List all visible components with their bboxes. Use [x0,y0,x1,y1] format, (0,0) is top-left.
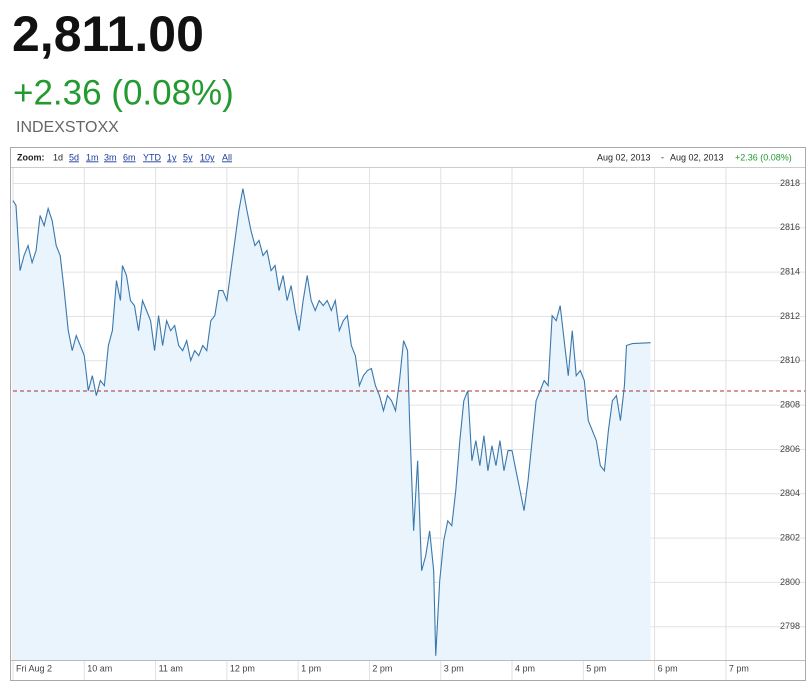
zoom-option[interactable]: 5y [183,152,193,162]
range-separator: - [661,152,664,162]
zoom-option[interactable]: 10y [200,152,215,162]
x-tick-label: 2 pm [372,663,392,673]
x-tick-label: Fri Aug 2 [16,663,52,673]
y-tick-label: 2804 [780,488,800,498]
x-tick-label: 1 pm [301,663,321,673]
x-tick-label: 6 pm [658,663,678,673]
range-change: +2.36 (0.08%) [735,152,792,162]
area-fill [13,188,651,661]
zoom-option[interactable]: 3m [104,152,117,162]
zoom-option[interactable]: 5d [69,152,79,162]
zoom-label: Zoom: [17,152,45,162]
y-tick-label: 2814 [780,267,800,277]
y-tick-label: 2812 [780,311,800,321]
zoom-option[interactable]: YTD [143,152,162,162]
y-tick-label: 2800 [780,577,800,587]
x-tick-label: 4 pm [515,663,535,673]
zoom-option[interactable]: All [222,152,232,162]
x-tick-label: 3 pm [444,663,464,673]
y-tick-label: 2802 [780,532,800,542]
symbol: INDEXSTOXX [16,119,119,136]
plot: 2798 2800 2802 2804 2806 2808 2810 2812 2814 2816… [11,168,805,680]
zoom-option[interactable]: 1y [167,152,177,162]
zoom-option[interactable]: 6m [123,152,136,162]
price-change: +2.36 (0.08%) [13,73,234,112]
y-tick-label: 2816 [780,222,800,232]
x-tick-label: 7 pm [729,663,749,673]
zoom-option[interactable]: 1d [53,152,63,162]
price: 2,811.00 [12,6,204,62]
price-line [12,188,651,656]
zoom-option[interactable]: 1m [86,152,99,162]
y-tick-label: 2810 [780,355,800,365]
y-tick-label: 2808 [780,400,800,410]
x-tick-label: 12 pm [230,663,255,673]
y-tick-label: 2818 [780,178,800,188]
x-tick-label: 11 am [159,663,183,673]
y-tick-label: 2806 [780,444,800,454]
y-tick-label: 2798 [780,621,800,631]
x-tick-label: 10 am [87,663,112,673]
range-end: Aug 02, 2013 [670,152,724,162]
toolbar: Zoom: Aug 02, 2013 - Aug 02, 2013 +2.36 … [17,152,792,162]
range-start: Aug 02, 2013 [597,152,651,162]
x-tick-label: 5 pm [586,663,606,673]
